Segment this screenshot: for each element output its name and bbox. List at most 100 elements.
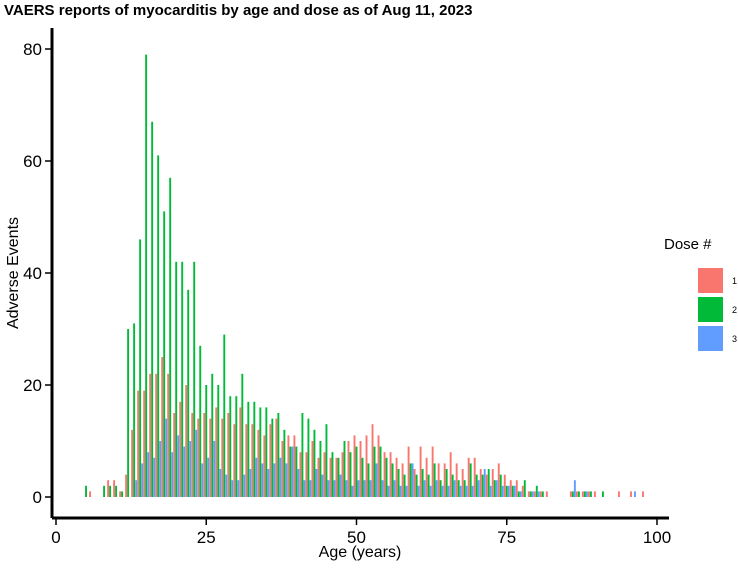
bar-dose-2-age-18 (163, 211, 166, 497)
bar-dose-2-age-50 (355, 446, 358, 497)
x-tick-label: 75 (497, 528, 516, 547)
bar-dose-1-age-88 (581, 491, 584, 497)
bar-dose-1-age-44 (317, 457, 320, 497)
bar-dose-1-age-12 (125, 474, 128, 497)
bar-dose-3-age-18 (165, 418, 168, 497)
bar-dose-3-age-16 (153, 457, 156, 497)
legend-item-dose-1: 1 (664, 266, 738, 295)
bar-dose-2-age-19 (169, 177, 172, 498)
bar-dose-2-age-25 (205, 385, 208, 497)
bar-dose-2-age-45 (325, 424, 328, 497)
bar-dose-2-age-61 (421, 469, 424, 497)
bar-dose-1-age-61 (419, 446, 422, 497)
bar-dose-2-age-34 (259, 407, 262, 497)
bar-dose-1-age-89 (587, 491, 590, 497)
bar-dose-1-age-73 (491, 469, 494, 497)
bar-dose-3-age-56 (393, 480, 396, 497)
bar-dose-2-age-67 (457, 480, 460, 497)
bar-dose-1-age-56 (389, 452, 392, 497)
bar-dose-3-age-39 (291, 446, 294, 497)
bar-dose-2-age-66 (451, 474, 454, 497)
bar-dose-1-age-17 (155, 373, 158, 497)
bar-dose-1-age-20 (173, 413, 176, 497)
bar-dose-1-age-25 (203, 413, 206, 497)
bar-dose-3-age-33 (255, 457, 258, 497)
bars-layer (85, 54, 644, 498)
bar-dose-2-age-88 (583, 491, 586, 497)
bar-dose-3-age-50 (357, 480, 360, 497)
bar-dose-1-age-18 (161, 357, 164, 497)
bar-dose-3-age-26 (213, 441, 216, 497)
bar-dose-3-age-42 (309, 480, 312, 497)
bar-dose-3-age-57 (399, 485, 402, 497)
bar-dose-2-age-46 (331, 452, 334, 497)
bar-dose-3-age-69 (471, 485, 474, 497)
bar-dose-2-age-23 (193, 261, 196, 497)
ticks-layer: 0 25 50 75 100 0 20 40 60 80 (23, 40, 671, 547)
bar-dose-1-age-87 (575, 491, 578, 497)
bar-dose-1-age-70 (473, 457, 476, 497)
bar-dose-1-age-22 (185, 385, 188, 497)
bar-dose-2-age-63 (433, 463, 436, 497)
bar-dose-3-age-45 (327, 480, 330, 497)
bar-dose-3-age-14 (141, 463, 144, 497)
bar-dose-2-age-24 (199, 345, 202, 497)
bar-dose-2-age-80 (535, 485, 538, 497)
bar-dose-2-age-76 (511, 485, 514, 497)
legend-item-dose-3: 3 (664, 324, 738, 353)
bar-dose-3-age-43 (315, 469, 318, 497)
bar-dose-2-age-26 (211, 373, 214, 497)
bar-dose-2-age-14 (139, 239, 142, 497)
x-axis-label: Age (years) (319, 544, 402, 561)
bar-dose-2-age-91 (601, 491, 604, 497)
bar-dose-3-age-86 (573, 480, 576, 497)
bar-dose-1-age-46 (329, 457, 332, 497)
bar-dose-1-age-55 (383, 452, 386, 497)
bar-dose-2-age-42 (307, 418, 310, 497)
bar-dose-1-age-60 (413, 469, 416, 497)
bar-dose-2-age-51 (361, 457, 364, 497)
bar-dose-3-age-52 (369, 480, 372, 497)
bar-dose-1-age-69 (467, 457, 470, 497)
bar-dose-2-age-9 (109, 485, 112, 497)
bar-dose-1-age-57 (395, 457, 398, 497)
bar-dose-3-age-46 (333, 480, 336, 497)
bar-dose-3-age-51 (363, 480, 366, 497)
bar-dose-1-age-78 (521, 485, 524, 497)
bar-dose-1-age-65 (443, 463, 446, 497)
bar-dose-3-age-35 (267, 469, 270, 497)
bar-dose-1-age-30 (233, 424, 236, 497)
bar-dose-3-age-44 (321, 474, 324, 497)
y-tick-label: 20 (23, 376, 42, 395)
x-tick-label: 0 (51, 528, 60, 547)
bar-dose-3-age-58 (405, 485, 408, 497)
bar-dose-2-age-13 (133, 323, 136, 497)
bar-dose-1-age-63 (431, 446, 434, 497)
bar-dose-1-age-14 (137, 390, 140, 497)
bar-dose-1-age-26 (209, 418, 212, 497)
bar-dose-3-age-88 (585, 491, 588, 497)
bar-dose-2-age-28 (223, 334, 226, 497)
bar-dose-1-age-82 (545, 491, 548, 497)
bar-dose-2-age-72 (487, 469, 490, 497)
bar-dose-1-age-31 (239, 407, 242, 497)
bar-dose-2-age-57 (397, 469, 400, 497)
bar-dose-1-age-37 (275, 418, 278, 497)
bar-dose-1-age-36 (269, 424, 272, 497)
bar-dose-2-age-74 (499, 474, 502, 497)
bar-dose-2-age-35 (265, 407, 268, 497)
bar-dose-2-age-73 (493, 480, 496, 497)
bar-dose-1-age-58 (401, 463, 404, 497)
bar-dose-1-age-43 (311, 441, 314, 497)
bar-dose-1-age-11 (119, 491, 122, 497)
bar-dose-1-age-77 (515, 480, 518, 497)
bar-dose-2-age-53 (373, 446, 376, 497)
bar-dose-1-age-71 (479, 469, 482, 497)
bar-dose-3-age-27 (219, 469, 222, 497)
bar-dose-2-age-49 (349, 452, 352, 497)
bar-dose-3-age-23 (195, 429, 198, 497)
bar-dose-3-age-66 (453, 480, 456, 497)
legend: Dose # 1 2 3 (664, 236, 738, 353)
bar-dose-1-age-45 (323, 452, 326, 497)
